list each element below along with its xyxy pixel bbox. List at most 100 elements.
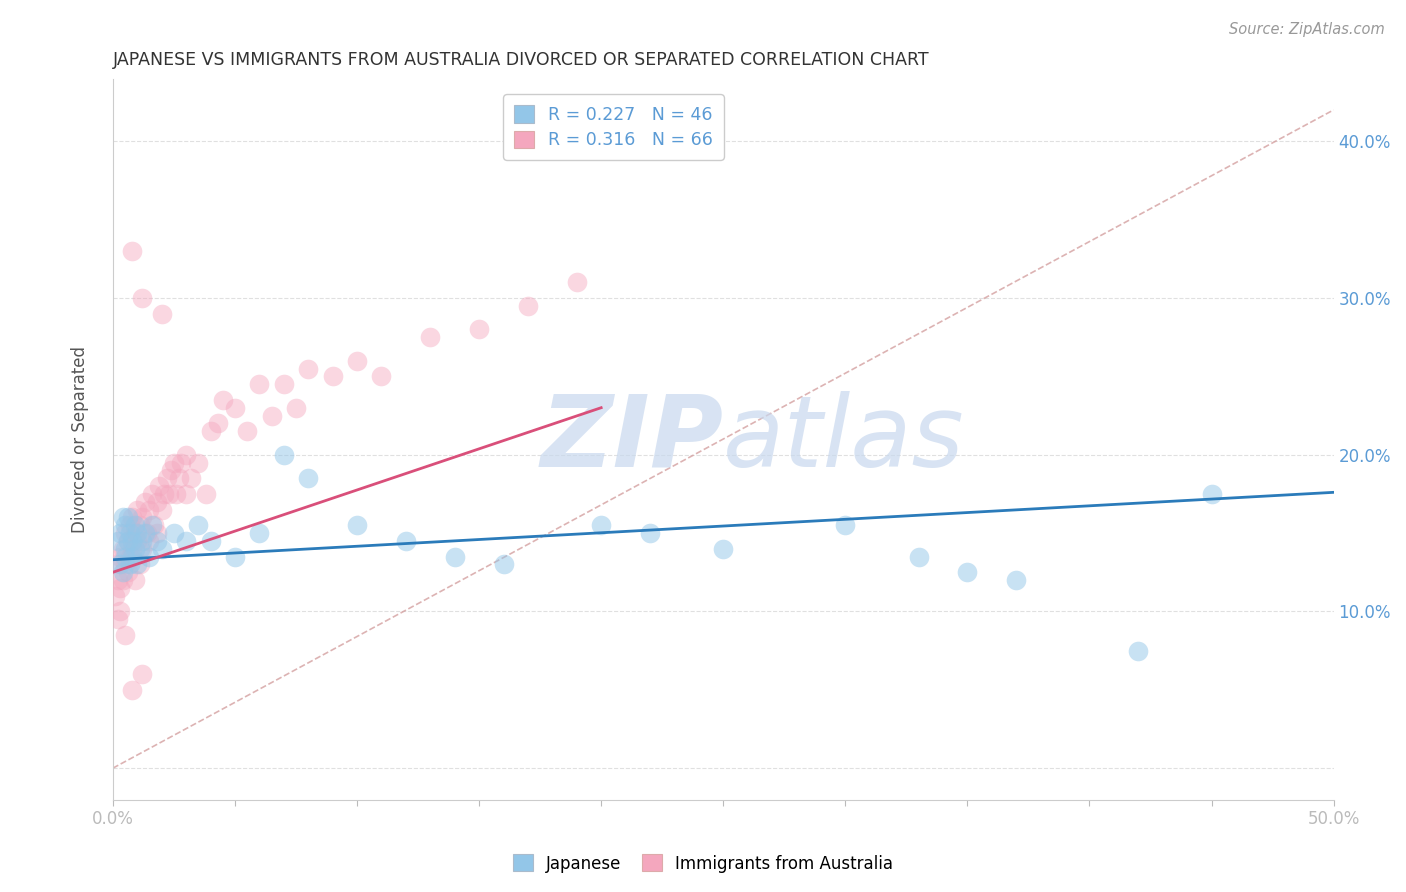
Point xyxy=(297,361,319,376)
Point xyxy=(108,604,131,618)
Point xyxy=(638,526,661,541)
Point xyxy=(170,456,193,470)
Point xyxy=(146,494,169,508)
Point xyxy=(1005,573,1028,587)
Point xyxy=(155,471,177,485)
Point xyxy=(907,549,929,564)
Point xyxy=(395,533,418,548)
Point xyxy=(180,471,202,485)
Point xyxy=(141,487,163,501)
Point xyxy=(346,353,368,368)
Point xyxy=(104,589,127,603)
Point xyxy=(146,526,169,541)
Point xyxy=(117,510,139,524)
Point xyxy=(468,322,491,336)
Point xyxy=(111,541,134,556)
Point xyxy=(150,307,173,321)
Point xyxy=(370,369,392,384)
Point xyxy=(187,518,209,533)
Point xyxy=(108,526,131,541)
Point xyxy=(163,456,186,470)
Point xyxy=(118,518,141,533)
Text: Source: ZipAtlas.com: Source: ZipAtlas.com xyxy=(1229,22,1385,37)
Point xyxy=(111,573,134,587)
Point xyxy=(285,401,308,415)
Point xyxy=(174,448,197,462)
Point xyxy=(443,549,465,564)
Point xyxy=(107,533,129,548)
Point xyxy=(121,244,143,258)
Point xyxy=(114,558,136,572)
Point xyxy=(108,549,131,564)
Point xyxy=(134,494,156,508)
Text: ZIP: ZIP xyxy=(540,391,723,488)
Point xyxy=(134,526,156,541)
Point xyxy=(141,518,163,533)
Point xyxy=(121,541,143,556)
Point xyxy=(121,549,143,564)
Point xyxy=(128,518,150,533)
Point xyxy=(516,299,538,313)
Point xyxy=(346,518,368,533)
Point xyxy=(273,377,295,392)
Point xyxy=(148,479,170,493)
Point xyxy=(1201,487,1223,501)
Point xyxy=(108,558,131,572)
Point xyxy=(121,682,143,697)
Point xyxy=(591,518,613,533)
Point xyxy=(131,510,153,524)
Point xyxy=(956,566,979,580)
Point xyxy=(143,518,166,533)
Point xyxy=(117,533,139,548)
Point xyxy=(131,667,153,681)
Point xyxy=(131,533,153,548)
Point xyxy=(200,533,222,548)
Point xyxy=(124,541,146,556)
Point xyxy=(153,487,176,501)
Point xyxy=(157,487,180,501)
Point xyxy=(711,541,734,556)
Point xyxy=(492,558,515,572)
Point xyxy=(207,417,229,431)
Point xyxy=(174,533,197,548)
Point xyxy=(247,377,270,392)
Point xyxy=(124,526,146,541)
Point xyxy=(419,330,441,344)
Point xyxy=(236,424,259,438)
Point xyxy=(107,612,129,626)
Point xyxy=(127,526,149,541)
Point xyxy=(138,533,160,548)
Point xyxy=(322,369,344,384)
Point xyxy=(260,409,283,423)
Point xyxy=(138,549,160,564)
Point xyxy=(121,533,143,548)
Point xyxy=(1128,643,1150,657)
Point xyxy=(108,581,131,595)
Point xyxy=(128,558,150,572)
Point xyxy=(111,566,134,580)
Point xyxy=(117,533,139,548)
Point xyxy=(111,510,134,524)
Point xyxy=(127,533,149,548)
Point xyxy=(117,566,139,580)
Legend: Japanese, Immigrants from Australia: Japanese, Immigrants from Australia xyxy=(506,847,900,880)
Point xyxy=(131,541,153,556)
Point xyxy=(200,424,222,438)
Point xyxy=(107,573,129,587)
Point xyxy=(297,471,319,485)
Point xyxy=(131,291,153,305)
Point xyxy=(114,549,136,564)
Point xyxy=(187,456,209,470)
Point xyxy=(565,275,588,289)
Point xyxy=(167,471,190,485)
Point xyxy=(104,558,127,572)
Point xyxy=(224,549,246,564)
Point xyxy=(114,526,136,541)
Point xyxy=(124,518,146,533)
Legend: R = 0.227   N = 46, R = 0.316   N = 66: R = 0.227 N = 46, R = 0.316 N = 66 xyxy=(503,95,724,160)
Point xyxy=(114,628,136,642)
Point xyxy=(127,502,149,516)
Point xyxy=(165,487,187,501)
Point xyxy=(121,510,143,524)
Point xyxy=(163,526,186,541)
